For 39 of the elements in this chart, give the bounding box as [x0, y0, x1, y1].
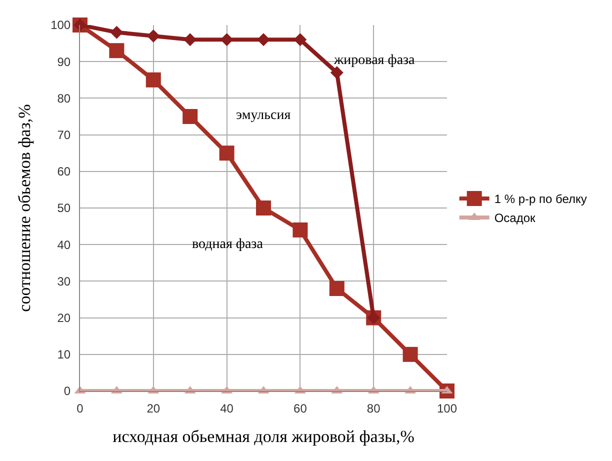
point [219, 146, 234, 161]
x-axis-title: исходная обьемная доля жировой фазы,% [112, 426, 414, 446]
y-tick-label: 60 [57, 164, 71, 179]
point [257, 33, 270, 46]
point [182, 109, 198, 124]
x-tick-label: 80 [366, 401, 381, 416]
x-tick-label: 100 [436, 401, 458, 416]
point [146, 29, 160, 42]
x-tick-label: 40 [220, 401, 234, 416]
y-tick-label: 100 [50, 18, 71, 32]
y-tick-label: 20 [57, 311, 71, 325]
x-tick-label: 20 [146, 401, 160, 416]
x-tick-label: 0 [76, 401, 84, 416]
point [109, 43, 124, 58]
y-tick-label: 10 [57, 348, 71, 362]
point [146, 72, 161, 88]
legend-label: Осадок [494, 211, 536, 226]
y-tick-label: 90 [57, 54, 71, 69]
point [330, 66, 344, 80]
point [329, 281, 344, 296]
point [184, 33, 197, 46]
annotation: жировая фаза [333, 53, 416, 68]
y-tick-label: 50 [57, 201, 71, 216]
point [110, 26, 124, 39]
legend-label: 1 % р-р по белку [494, 192, 587, 206]
point [292, 222, 308, 238]
x-tick-label: 60 [294, 401, 308, 416]
y-tick-label: 70 [57, 128, 71, 142]
y-tick-label: 80 [57, 91, 71, 106]
y-axis-title: соотношение обьемов фаз,% [15, 104, 34, 312]
y-tick-label: 0 [64, 384, 71, 398]
point [220, 33, 234, 46]
point [402, 346, 418, 362]
y-tick-label: 40 [57, 238, 71, 252]
y-tick-label: 30 [57, 274, 71, 288]
point [256, 200, 271, 216]
annotation: эмульсия [236, 108, 292, 123]
annotation: водная фаза [192, 237, 264, 252]
point [294, 33, 307, 46]
